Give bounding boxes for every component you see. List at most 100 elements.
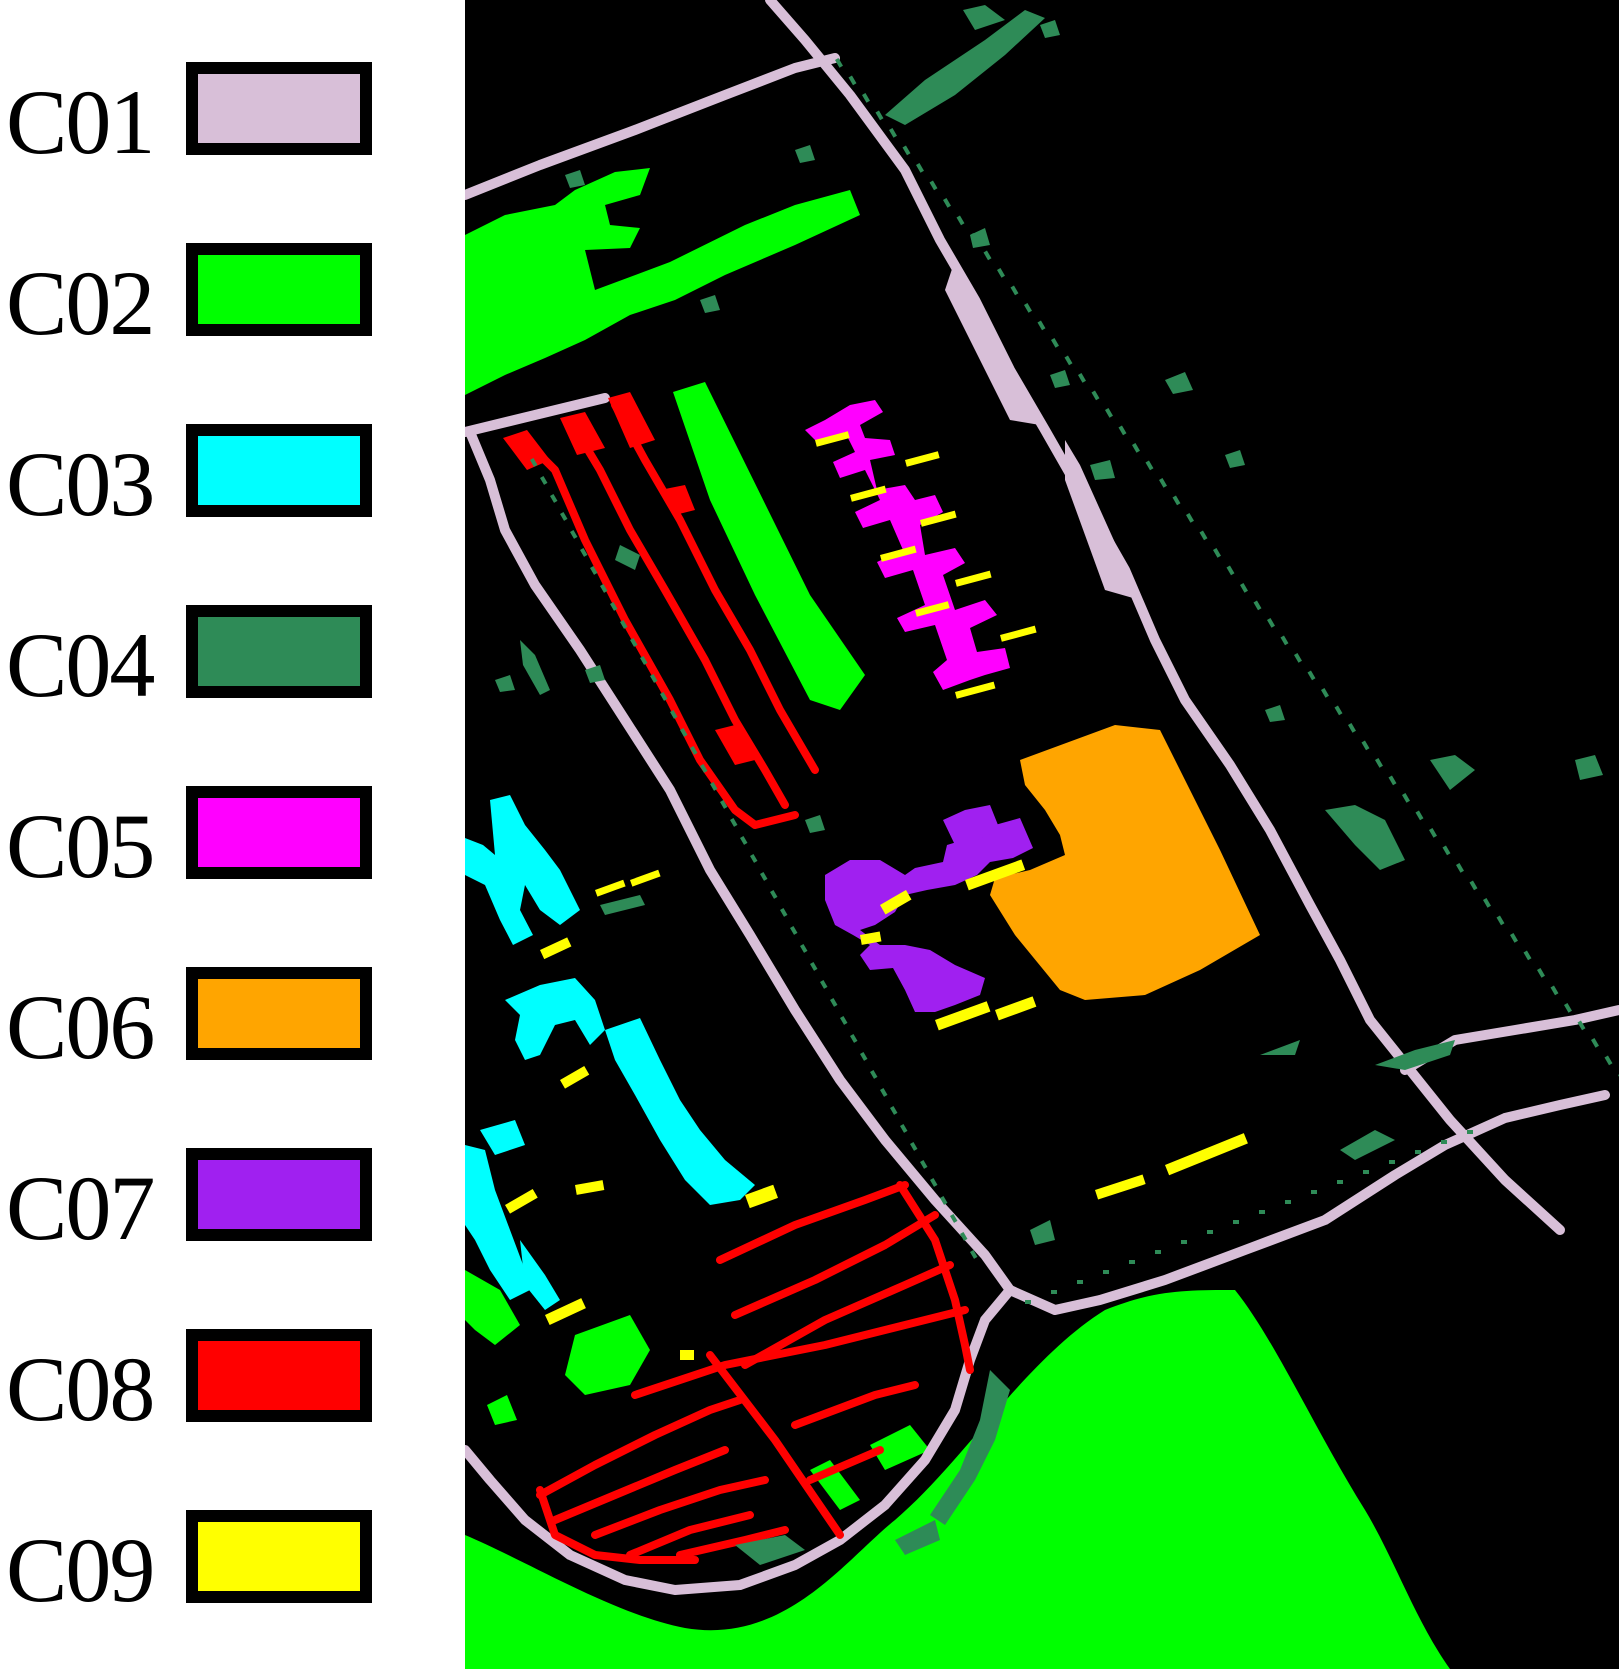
legend-swatch-c07	[186, 1148, 372, 1241]
tree-mark	[840, 1016, 848, 1025]
tree-mark	[1285, 1200, 1291, 1204]
tree-mark	[916, 163, 924, 173]
tree-mark	[1091, 390, 1100, 401]
tree-mark	[1037, 320, 1046, 331]
tree-mark	[862, 93, 870, 103]
region-c07-structure	[825, 818, 1033, 1012]
legend-swatch-c08	[186, 1329, 372, 1422]
tree-mark	[1199, 530, 1208, 541]
tree-mark	[870, 1070, 878, 1079]
tree-mark	[1348, 723, 1356, 733]
legend-item-c06: C06	[0, 967, 400, 1087]
tree-mark	[1051, 1290, 1057, 1294]
tree-mark	[1441, 1140, 1447, 1144]
tree-mark	[1334, 705, 1343, 716]
region-c09-near-c07	[860, 859, 1037, 1031]
legend-item-c02: C02	[0, 243, 400, 363]
tree-mark	[1564, 1003, 1572, 1013]
legend-item-c09: C09	[0, 1510, 400, 1630]
tree-mark	[1321, 688, 1329, 698]
tree-mark	[950, 1214, 958, 1223]
tree-mark	[790, 926, 798, 935]
tree-mark	[910, 1142, 918, 1151]
tree-mark	[956, 215, 965, 226]
tree-mark	[1537, 968, 1545, 978]
tree-mark	[940, 1196, 948, 1205]
tree-mark	[880, 1088, 888, 1097]
legend-item-c04: C04	[0, 605, 400, 725]
legend-item-c01: C01	[0, 62, 400, 182]
region-c08-upper-head-3	[608, 392, 655, 448]
region-c03-lower3	[520, 1240, 560, 1310]
tree-mark	[1129, 1260, 1135, 1264]
legend: C01 C02 C03 C04 C05 C06 C07 C08 C09	[0, 0, 440, 1669]
region-c04-tree-dots	[530, 58, 1619, 1304]
tree-mark	[1259, 1210, 1265, 1214]
tree-mark	[1132, 443, 1140, 453]
region-c08-upper-blob-2	[660, 485, 695, 515]
tree-mark	[560, 511, 568, 521]
region-c06-field	[990, 725, 1260, 1000]
legend-swatch-c02	[186, 243, 372, 336]
tree-mark	[1025, 1300, 1031, 1304]
tree-mark	[640, 656, 648, 665]
region-c03-top	[465, 795, 580, 945]
tree-mark	[1181, 1240, 1187, 1244]
tree-mark	[1429, 828, 1437, 838]
tree-mark	[1159, 478, 1167, 488]
tree-mark	[902, 145, 911, 156]
tree-mark	[550, 494, 558, 503]
region-c01-road-shoulder-2	[1065, 440, 1140, 600]
tree-mark	[1496, 915, 1505, 926]
tree-mark	[760, 872, 768, 881]
tree-mark	[530, 458, 538, 467]
region-c03-lower2	[480, 1120, 525, 1155]
tree-mark	[1483, 898, 1491, 908]
region-c09-right	[1094, 1133, 1248, 1200]
tree-mark	[929, 180, 938, 191]
tree-mark	[875, 110, 884, 121]
tree-mark	[1510, 933, 1518, 943]
legend-label-c06: C06	[6, 976, 155, 1078]
region-c02-upper-left	[465, 168, 860, 395]
legend-item-c05: C05	[0, 786, 400, 906]
tree-mark	[1361, 740, 1370, 751]
tree-mark	[1078, 373, 1086, 383]
region-c03-long	[605, 1018, 755, 1205]
tree-mark	[810, 962, 818, 971]
tree-mark	[800, 944, 808, 953]
region-c09-near-c05	[815, 431, 1037, 699]
tree-mark	[1402, 793, 1410, 803]
tree-mark	[1307, 670, 1316, 681]
legend-label-c05: C05	[6, 795, 155, 897]
tree-mark	[1118, 425, 1127, 436]
tree-mark	[848, 75, 857, 86]
legend-item-c07: C07	[0, 1148, 400, 1268]
tree-mark	[540, 476, 548, 485]
region-c02-patch-small1	[870, 1425, 930, 1470]
tree-mark	[900, 1124, 908, 1133]
tree-mark	[1456, 863, 1464, 873]
tree-mark	[1155, 1250, 1161, 1254]
tree-mark	[1389, 1160, 1395, 1164]
tree-mark	[690, 746, 698, 755]
region-c07-building	[943, 805, 1000, 845]
legend-label-c07: C07	[6, 1157, 155, 1259]
tree-mark	[600, 583, 608, 593]
tree-mark	[920, 1160, 928, 1169]
tree-mark	[1311, 1190, 1317, 1194]
region-c03-lower	[465, 1145, 530, 1300]
tree-mark	[1077, 1280, 1083, 1284]
tree-mark	[1388, 775, 1397, 786]
tree-mark	[1415, 810, 1424, 821]
tree-mark	[730, 818, 738, 827]
tree-mark	[970, 233, 978, 243]
tree-mark	[1591, 1038, 1599, 1048]
region-c02-patch-mid	[565, 1315, 650, 1395]
tree-mark	[1226, 565, 1235, 576]
region-c08-lower	[536, 1181, 974, 1564]
legend-swatch-c09	[186, 1510, 372, 1603]
legend-label-c03: C03	[6, 433, 155, 535]
tree-mark	[620, 620, 628, 629]
tree-mark	[830, 998, 838, 1007]
